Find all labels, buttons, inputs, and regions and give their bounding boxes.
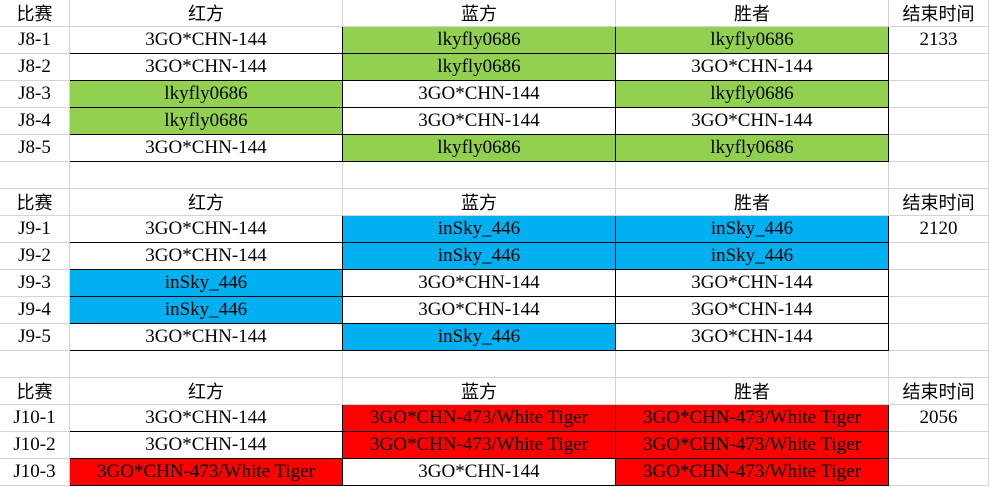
- empty-cell[interactable]: [0, 162, 70, 189]
- empty-cell[interactable]: [616, 351, 889, 378]
- game-id-cell[interactable]: J10-3: [0, 459, 70, 486]
- empty-cell[interactable]: [889, 432, 989, 459]
- winner-player-cell[interactable]: 3GO*CHN-473/White Tiger: [616, 405, 889, 432]
- empty-cell[interactable]: [889, 297, 989, 324]
- header-winner[interactable]: 胜者: [616, 189, 889, 216]
- winner-player-cell[interactable]: 3GO*CHN-144: [616, 108, 889, 135]
- blue-player-cell[interactable]: 3GO*CHN-144: [343, 270, 616, 297]
- red-player-cell[interactable]: 3GO*CHN-144: [70, 405, 343, 432]
- winner-player-cell[interactable]: 3GO*CHN-144: [616, 324, 889, 351]
- red-player-cell[interactable]: 3GO*CHN-144: [70, 324, 343, 351]
- header-winner[interactable]: 胜者: [616, 378, 889, 405]
- header-game[interactable]: 比赛: [0, 378, 70, 405]
- blue-player-cell[interactable]: 3GO*CHN-144: [343, 459, 616, 486]
- red-player-cell[interactable]: 3GO*CHN-144: [70, 216, 343, 243]
- red-player-cell[interactable]: inSky_446: [70, 297, 343, 324]
- end-time-cell[interactable]: 2056: [889, 405, 989, 432]
- empty-cell[interactable]: [889, 162, 989, 189]
- header-red[interactable]: 红方: [70, 189, 343, 216]
- winner-player-cell[interactable]: inSky_446: [616, 243, 889, 270]
- game-id-cell[interactable]: J9-2: [0, 243, 70, 270]
- header-blue[interactable]: 蓝方: [343, 0, 616, 27]
- blue-player-cell[interactable]: lkyfly0686: [343, 27, 616, 54]
- game-id-cell[interactable]: J8-4: [0, 108, 70, 135]
- blue-player-cell[interactable]: inSky_446: [343, 324, 616, 351]
- end-time-cell[interactable]: 2133: [889, 27, 989, 54]
- empty-cell[interactable]: [889, 135, 989, 162]
- header-blue[interactable]: 蓝方: [343, 189, 616, 216]
- empty-cell[interactable]: [343, 162, 616, 189]
- game-id-cell[interactable]: J9-3: [0, 270, 70, 297]
- blue-player-cell[interactable]: 3GO*CHN-473/White Tiger: [343, 405, 616, 432]
- game-id-cell[interactable]: J10-1: [0, 405, 70, 432]
- empty-cell[interactable]: [889, 108, 989, 135]
- game-id-cell[interactable]: J8-1: [0, 27, 70, 54]
- empty-cell[interactable]: [889, 324, 989, 351]
- empty-cell[interactable]: [889, 243, 989, 270]
- red-player-cell[interactable]: 3GO*CHN-144: [70, 243, 343, 270]
- game-id-cell[interactable]: J8-5: [0, 135, 70, 162]
- empty-cell[interactable]: [343, 351, 616, 378]
- winner-player-cell[interactable]: 3GO*CHN-144: [616, 54, 889, 81]
- winner-player-cell[interactable]: inSky_446: [616, 216, 889, 243]
- red-player-cell[interactable]: 3GO*CHN-144: [70, 135, 343, 162]
- empty-cell[interactable]: [70, 351, 343, 378]
- blue-player-cell[interactable]: 3GO*CHN-144: [343, 297, 616, 324]
- game-id-cell[interactable]: J8-2: [0, 54, 70, 81]
- empty-cell[interactable]: [889, 270, 989, 297]
- red-player-cell[interactable]: lkyfly0686: [70, 108, 343, 135]
- winner-player-cell[interactable]: 3GO*CHN-144: [616, 270, 889, 297]
- blue-player-cell[interactable]: inSky_446: [343, 243, 616, 270]
- header-end-time[interactable]: 结束时间: [889, 378, 989, 405]
- winner-player-cell[interactable]: lkyfly0686: [616, 135, 889, 162]
- empty-cell[interactable]: [889, 351, 989, 378]
- header-blue[interactable]: 蓝方: [343, 378, 616, 405]
- game-id-cell[interactable]: J10-2: [0, 432, 70, 459]
- header-end-time[interactable]: 结束时间: [889, 0, 989, 27]
- blue-player-cell[interactable]: lkyfly0686: [343, 135, 616, 162]
- end-time-cell[interactable]: 2120: [889, 216, 989, 243]
- red-player-cell[interactable]: 3GO*CHN-144: [70, 432, 343, 459]
- blue-player-cell[interactable]: 3GO*CHN-144: [343, 108, 616, 135]
- blue-player-cell[interactable]: lkyfly0686: [343, 54, 616, 81]
- header-end-time[interactable]: 结束时间: [889, 189, 989, 216]
- red-player-cell[interactable]: inSky_446: [70, 270, 343, 297]
- header-red[interactable]: 红方: [70, 378, 343, 405]
- red-player-cell[interactable]: 3GO*CHN-473/White Tiger: [70, 459, 343, 486]
- empty-cell[interactable]: [889, 459, 989, 486]
- winner-player-cell[interactable]: lkyfly0686: [616, 81, 889, 108]
- game-id-cell[interactable]: J9-1: [0, 216, 70, 243]
- empty-cell[interactable]: [0, 351, 70, 378]
- empty-cell[interactable]: [616, 162, 889, 189]
- winner-player-cell[interactable]: 3GO*CHN-473/White Tiger: [616, 432, 889, 459]
- empty-cell[interactable]: [889, 54, 989, 81]
- empty-cell[interactable]: [70, 162, 343, 189]
- winner-player-cell[interactable]: 3GO*CHN-473/White Tiger: [616, 459, 889, 486]
- winner-player-cell[interactable]: lkyfly0686: [616, 27, 889, 54]
- winner-player-cell[interactable]: 3GO*CHN-144: [616, 297, 889, 324]
- header-red[interactable]: 红方: [70, 0, 343, 27]
- game-id-cell[interactable]: J9-4: [0, 297, 70, 324]
- header-game[interactable]: 比赛: [0, 189, 70, 216]
- blue-player-cell[interactable]: inSky_446: [343, 216, 616, 243]
- header-game[interactable]: 比赛: [0, 0, 70, 27]
- red-player-cell[interactable]: 3GO*CHN-144: [70, 27, 343, 54]
- game-id-cell[interactable]: J8-3: [0, 81, 70, 108]
- header-winner[interactable]: 胜者: [616, 0, 889, 27]
- game-id-cell[interactable]: J9-5: [0, 324, 70, 351]
- empty-cell[interactable]: [889, 81, 989, 108]
- red-player-cell[interactable]: lkyfly0686: [70, 81, 343, 108]
- blue-player-cell[interactable]: 3GO*CHN-473/White Tiger: [343, 432, 616, 459]
- blue-player-cell[interactable]: 3GO*CHN-144: [343, 81, 616, 108]
- red-player-cell[interactable]: 3GO*CHN-144: [70, 54, 343, 81]
